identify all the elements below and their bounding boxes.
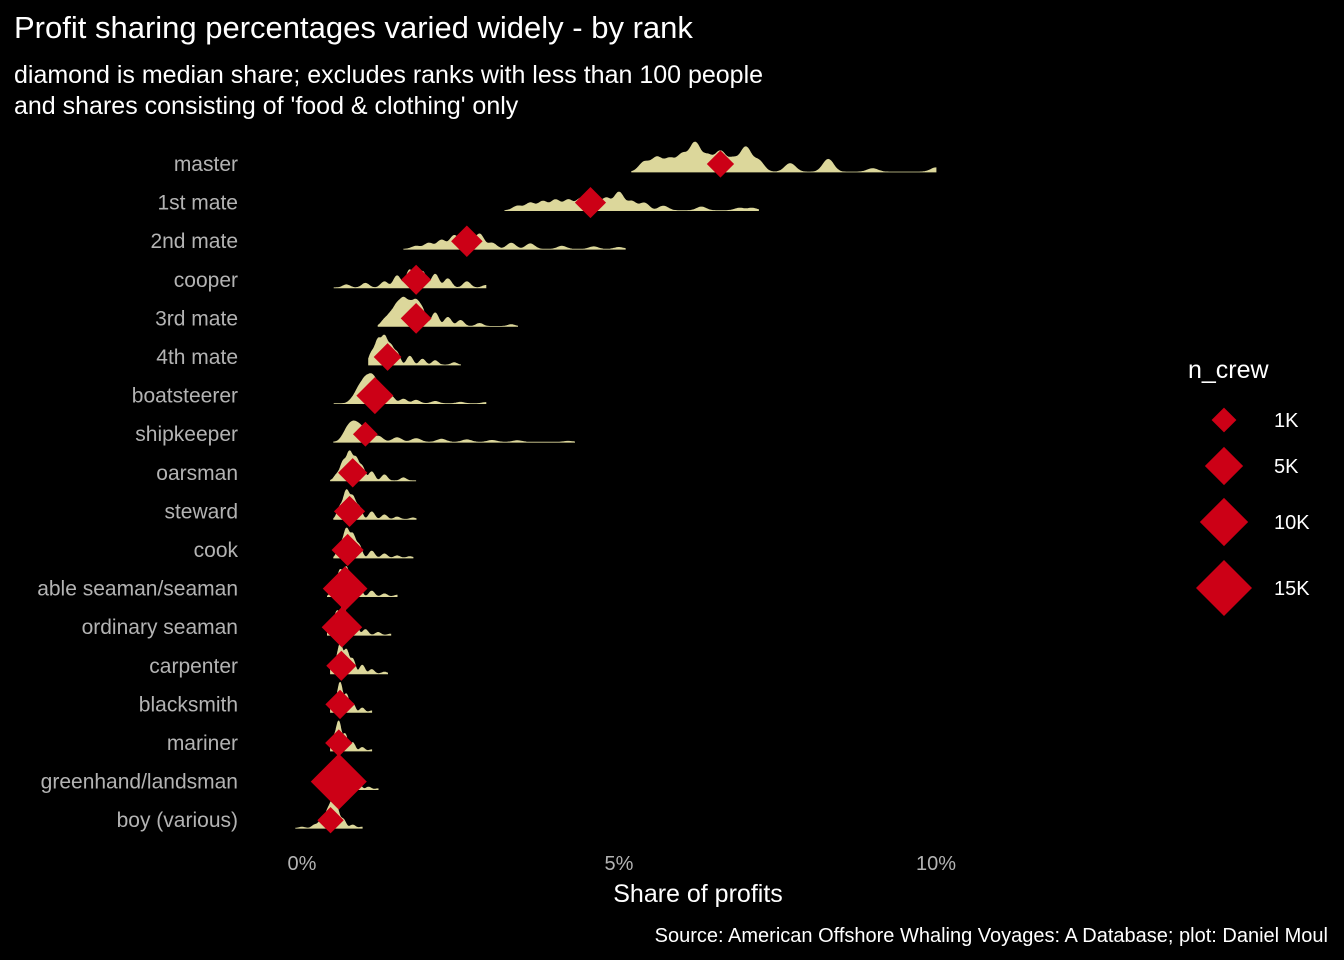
median-diamond-carpenter	[326, 650, 357, 681]
x-tick-label: 0%	[288, 853, 317, 875]
y-axis-label: cooper	[174, 269, 238, 292]
density-ridges	[295, 141, 937, 829]
y-axis-label: 2nd mate	[150, 230, 238, 253]
y-axis-label: 4th mate	[156, 346, 238, 369]
chart-title: Profit sharing percentages varied widely…	[14, 10, 693, 45]
median-diamond-steward	[333, 495, 366, 527]
legend-label: 15K	[1274, 578, 1310, 600]
median-diamond-shipkeeper	[352, 421, 378, 447]
x-tick-label: 10%	[916, 853, 956, 875]
median-diamond-2nd-mate	[451, 225, 483, 257]
ridge-2nd-mate	[403, 231, 626, 250]
median-diamond-boatsteerer	[356, 377, 394, 415]
median-diamond-greenhand-landsman	[310, 753, 367, 810]
ridge-master	[631, 141, 937, 173]
y-axis-label: blacksmith	[139, 693, 238, 716]
subtitle-line-1: diamond is median share; excludes ranks …	[14, 61, 764, 89]
x-axis-title: Share of profits	[613, 880, 783, 908]
median-diamond-4th-mate	[373, 343, 402, 371]
median-diamond-ordinary-seaman	[321, 606, 363, 648]
legend-key-diamond	[1211, 407, 1237, 433]
median-diamond-oarsman	[338, 458, 368, 488]
chart-subtitle: diamond is median share; excludes ranks …	[14, 60, 763, 122]
subtitle-line-2: and shares consisting of 'food & clothin…	[14, 92, 519, 120]
y-axis-label: ordinary seaman	[82, 616, 238, 639]
median-diamond-3rd-mate	[400, 303, 432, 334]
y-axis-label: shipkeeper	[135, 423, 238, 446]
y-axis-label: able seaman/seaman	[37, 578, 238, 601]
legend: n_crew 1K 5K 10K 15K	[1188, 356, 1310, 616]
y-axis-label: greenhand/landsman	[41, 771, 238, 794]
median-diamonds	[310, 150, 735, 834]
y-axis-labels: master 1st mate 2nd mate cooper 3rd mate 4th …	[37, 153, 238, 832]
x-axis-ticks: 0% 5% 10%	[288, 853, 957, 875]
y-axis-label: boy (various)	[117, 809, 238, 832]
x-tick-label: 5%	[605, 853, 634, 875]
y-axis-label: boatsteerer	[132, 385, 238, 408]
y-axis-label: master	[174, 153, 238, 176]
ridge-3rd-mate	[377, 296, 518, 327]
legend-label: 10K	[1274, 512, 1310, 534]
y-axis-label: mariner	[167, 732, 238, 755]
median-diamond-boy-various-	[317, 807, 344, 834]
legend-label: 5K	[1274, 456, 1299, 478]
median-diamond-blacksmith	[325, 689, 355, 720]
y-axis-label: steward	[164, 500, 238, 523]
median-diamond-mariner	[325, 729, 353, 757]
legend-title: n_crew	[1188, 356, 1270, 384]
ridge-boatsteerer	[333, 373, 487, 404]
median-diamond-cook	[331, 533, 364, 567]
y-axis-label: 3rd mate	[155, 307, 238, 330]
y-axis-label: carpenter	[149, 655, 238, 678]
median-diamond-master	[706, 150, 735, 178]
median-diamond-1st-mate	[574, 187, 607, 219]
y-axis-label: oarsman	[156, 462, 238, 485]
y-axis-label: cook	[194, 539, 239, 562]
ridge-1st-mate	[504, 191, 759, 211]
legend-label: 1K	[1274, 410, 1299, 432]
median-diamond-able-seaman-seaman	[322, 566, 368, 611]
y-axis-label: 1st mate	[157, 192, 238, 215]
legend-key-diamond	[1196, 560, 1252, 616]
chart-caption: Source: American Offshore Whaling Voyage…	[654, 925, 1328, 947]
median-diamond-cooper	[401, 264, 432, 295]
legend-key-diamond	[1204, 446, 1244, 486]
legend-key-diamond	[1199, 497, 1249, 547]
